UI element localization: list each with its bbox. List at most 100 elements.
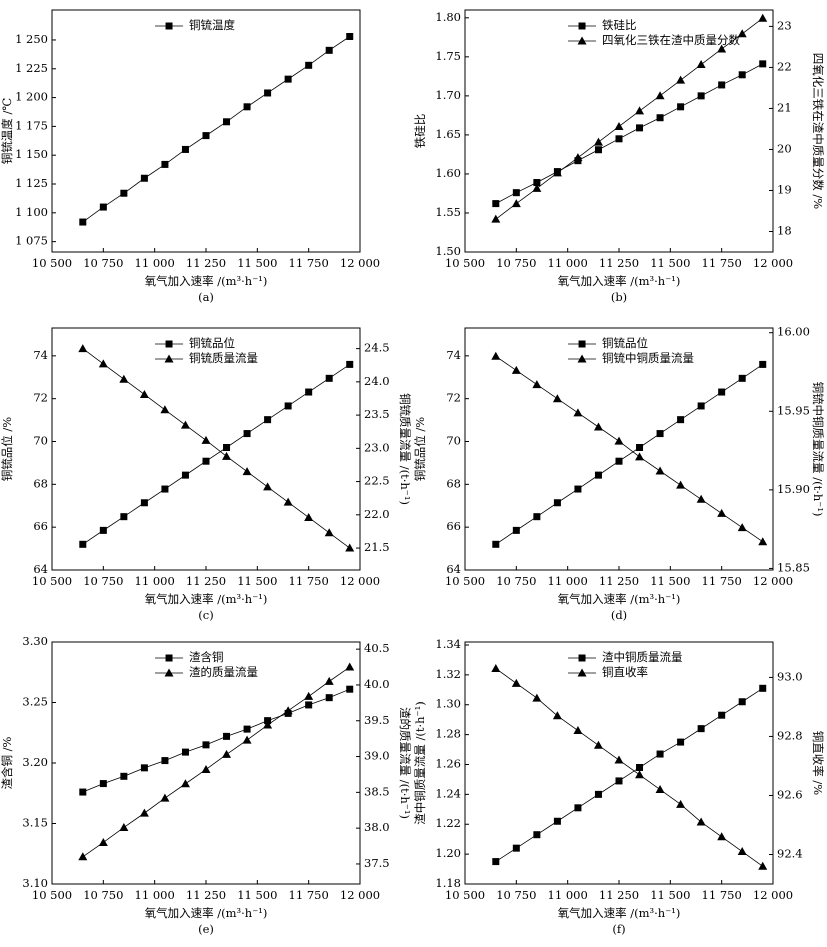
data-point — [738, 374, 746, 382]
y-tick-label: 1 100 — [15, 205, 48, 219]
panel: 10 500 10 750 11 000 11 250 11 500 11 750 12 0… — [413, 325, 825, 622]
x-tick-label: 11 000 — [135, 888, 175, 902]
x-tick-label: 11 250 — [186, 888, 226, 902]
x-tick-label: 12 000 — [753, 574, 793, 588]
y-tick-label: 1 150 — [15, 147, 48, 161]
legend-label: 铁硅比 — [602, 18, 637, 32]
legend-marker — [577, 36, 587, 45]
data-point — [697, 725, 705, 733]
data-point — [99, 203, 107, 211]
y-axis-label: 渣含铜 /% — [0, 736, 14, 789]
plot-frame — [51, 9, 361, 253]
data-point — [718, 711, 726, 719]
data-point — [304, 512, 314, 521]
data-point — [161, 485, 169, 493]
data-point — [223, 732, 231, 740]
data-point — [574, 485, 582, 493]
y-tick-label: 1 250 — [15, 32, 48, 46]
legend-label: 四氧化三铁在渣中质量分数 — [602, 33, 740, 47]
y-tick-label: 1 175 — [15, 118, 48, 132]
y2-tick-label: 40.0 — [364, 677, 390, 691]
y-tick-label: 3.15 — [22, 816, 48, 830]
y-tick-label: 1.20 — [435, 846, 461, 860]
x-tick-label: 10 500 — [32, 574, 72, 588]
data-point — [202, 457, 210, 465]
data-point — [242, 467, 252, 476]
x-axis-label: 氧气加入速率 /(m³·h⁻¹) — [145, 274, 268, 288]
x-tick-label: 11 500 — [650, 888, 690, 902]
data-point — [677, 103, 685, 111]
y-tick-label: 66 — [33, 519, 48, 533]
data-point — [594, 790, 602, 798]
x-tick-label: 11 750 — [702, 888, 742, 902]
data-point — [325, 46, 333, 54]
data-point — [759, 684, 767, 692]
data-point — [181, 748, 189, 756]
y2-tick-label: 23.5 — [364, 407, 390, 421]
y2-axis-label: 铜锍中铜质量流量 /(t·h⁻¹) — [811, 382, 825, 517]
data-point — [223, 444, 231, 452]
data-point — [305, 701, 313, 709]
data-point — [345, 662, 355, 671]
x-axis-label: 氧气加入速率 /(m³·h⁻¹) — [145, 592, 268, 606]
data-point — [78, 344, 88, 353]
data-point — [201, 764, 211, 773]
data-point — [161, 757, 169, 765]
data-point — [160, 793, 170, 802]
data-point — [181, 471, 189, 479]
x-tick-label: 11 250 — [599, 574, 639, 588]
legend-label: 铜锍品位 — [602, 336, 648, 350]
data-point — [655, 785, 665, 794]
y2-tick-label: 22 — [777, 59, 792, 73]
x-tick-label: 11 500 — [237, 888, 277, 902]
data-point — [533, 831, 541, 839]
panel-caption: (a) — [198, 290, 214, 304]
data-point — [263, 482, 273, 491]
data-point — [737, 29, 747, 38]
data-point — [552, 394, 562, 403]
data-point — [492, 858, 500, 866]
y-tick-label: 70 — [446, 434, 461, 448]
data-point — [532, 183, 542, 192]
y2-tick-label: 38.0 — [364, 820, 390, 834]
panel-caption: (d) — [611, 608, 627, 622]
legend-marker — [578, 340, 586, 348]
data-point — [120, 513, 128, 521]
y-tick-label: 1.32 — [435, 667, 461, 681]
legend-marker — [577, 354, 587, 363]
x-tick-label: 11 000 — [135, 256, 175, 270]
data-point — [243, 725, 251, 733]
data-point — [78, 852, 88, 861]
y-tick-label: 1 225 — [15, 61, 48, 75]
data-point — [593, 422, 603, 431]
data-point — [552, 168, 562, 177]
data-point — [615, 777, 623, 785]
panel: 10 500 10 750 11 000 11 250 11 500 11 750 12 0… — [0, 327, 412, 622]
data-point — [511, 199, 521, 208]
x-tick-label: 11 500 — [650, 574, 690, 588]
x-tick-label: 11 250 — [599, 256, 639, 270]
y2-tick-label: 22.5 — [364, 474, 390, 488]
data-point — [222, 749, 232, 758]
data-point — [758, 861, 768, 870]
data-point — [201, 435, 211, 444]
y2-tick-label: 15.95 — [777, 403, 810, 417]
data-point — [284, 75, 292, 83]
data-point — [283, 706, 293, 715]
legend-label: 铜锍品位 — [189, 336, 235, 350]
x-tick-label: 10 750 — [83, 574, 123, 588]
x-tick-label: 12 000 — [340, 574, 380, 588]
x-axis-label: 氧气加入速率 /(m³·h⁻¹) — [558, 906, 681, 920]
legend-label: 渣的质量流量 — [189, 665, 258, 679]
data-point — [533, 179, 541, 187]
y2-tick-label: 20 — [777, 141, 792, 155]
data-point — [718, 81, 726, 89]
y2-tick-label: 19 — [777, 182, 792, 196]
panel: 10 500 10 750 11 000 11 250 11 500 11 750 12 0… — [413, 637, 825, 936]
y-tick-label: 72 — [446, 391, 461, 405]
data-point — [119, 374, 129, 383]
data-point — [635, 452, 645, 461]
panel: 10 500 10 750 11 000 11 250 11 500 11 750 12 0… — [413, 9, 825, 304]
data-point — [79, 218, 87, 226]
